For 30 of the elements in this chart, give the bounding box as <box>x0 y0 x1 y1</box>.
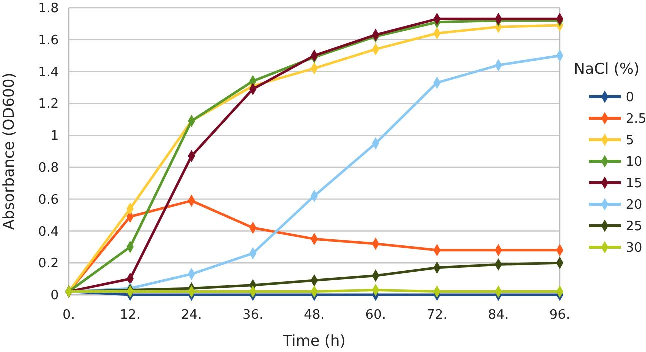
x-tick-label: 72. <box>426 308 448 323</box>
x-axis-title: Time (h) <box>282 332 346 350</box>
y-tick-label: 1.8 <box>38 2 59 17</box>
y-tick-label: 0.4 <box>38 224 59 240</box>
y-tick-label: 0.8 <box>38 160 59 176</box>
legend-label: 20 <box>626 198 643 214</box>
x-tick-label: 0. <box>62 308 76 323</box>
y-tick-label: 1.2 <box>38 97 59 112</box>
y-tick-label: 1.6 <box>38 33 59 48</box>
x-tick-label: 84. <box>488 308 509 323</box>
x-tick-label: 12. <box>120 308 141 323</box>
legend-label: 15 <box>626 176 643 192</box>
y-tick-label: 0.6 <box>38 192 59 208</box>
legend-label: 10 <box>626 155 643 170</box>
legend-label: 0 <box>626 90 634 106</box>
y-tick-label: 1.4 <box>38 65 59 80</box>
y-axis-title: Absorbance (OD600) <box>0 72 18 230</box>
legend-label: 5 <box>626 134 634 149</box>
x-tick-label: 24. <box>181 308 202 323</box>
legend-label: 30 <box>626 241 643 256</box>
y-tick-label: 1 <box>50 129 59 144</box>
x-tick-label: 36. <box>242 308 264 323</box>
legend-title: NaCl (%) <box>574 60 640 78</box>
x-tick-label: 48. <box>304 308 325 323</box>
x-tick-label: 96. <box>550 308 570 323</box>
legend-label: 2.5 <box>626 112 646 128</box>
y-tick-label: 0.2 <box>38 256 59 272</box>
y-tick-label: 0 <box>50 288 59 304</box>
legend-label: 25 <box>626 220 643 235</box>
x-tick-label: 60. <box>366 308 386 323</box>
